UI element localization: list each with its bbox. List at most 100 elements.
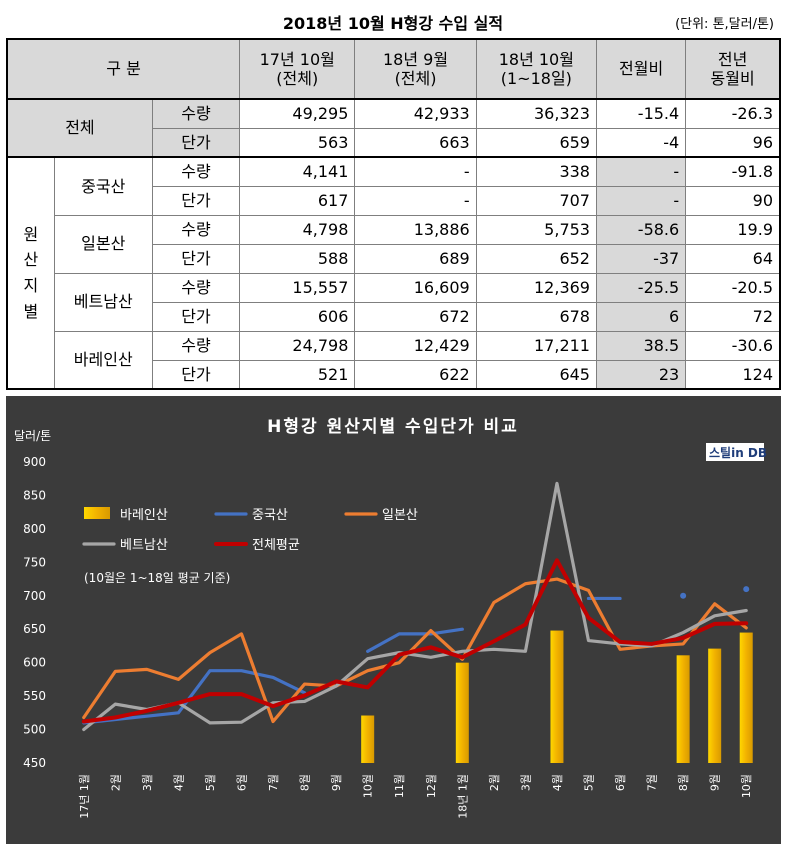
- x-tick-label: 2월: [488, 774, 501, 791]
- header-category: 구 분: [6, 38, 241, 100]
- table-cell: 4,141: [239, 156, 356, 187]
- bar: [361, 715, 375, 763]
- x-tick-label: 8월: [677, 774, 690, 791]
- table-cell: 16,609: [354, 272, 477, 303]
- table-cell: 49,295: [239, 98, 356, 129]
- table-cell: 6: [595, 301, 687, 332]
- table-cell: 622: [354, 359, 477, 390]
- table-cell: 12,369: [475, 272, 597, 303]
- table-cell: 24,798: [239, 330, 356, 361]
- bar: [739, 632, 753, 763]
- x-tick-label: 12월: [425, 774, 438, 798]
- metric-label: 수량: [151, 272, 241, 303]
- table-cell: 36,323: [475, 98, 597, 129]
- x-tick-label: 11월: [393, 774, 406, 798]
- table-cell: 19.9: [685, 214, 781, 245]
- metric-label: 수량: [151, 214, 241, 245]
- origin-name: 베트남산: [53, 272, 153, 332]
- chart-annotation: (10월은 1~18일 평균 기준): [84, 571, 230, 585]
- metric-label: 단가: [151, 185, 241, 216]
- legend-swatch: [84, 507, 110, 519]
- x-tick-label: 6월: [236, 774, 249, 791]
- x-tick-label: 7월: [267, 774, 280, 791]
- x-tick-label: 9월: [330, 774, 343, 791]
- chart-canvas: H형강 원산지별 수입단가 비교 달러/톤 스틸in DB (10월은 1~18…: [6, 396, 781, 844]
- series-line: [81, 558, 749, 724]
- table-cell: 659: [475, 127, 597, 158]
- legend-label: 바레인산: [120, 508, 168, 523]
- table-cell: 15,557: [239, 272, 356, 303]
- table-cell: 663: [354, 127, 477, 158]
- table-cell: 124: [685, 359, 781, 390]
- legend-label: 전체평균: [252, 538, 300, 553]
- watermark-logo: 스틸in DB: [706, 443, 767, 461]
- table-cell: -30.6: [685, 330, 781, 361]
- x-tick-label: 3월: [519, 774, 532, 791]
- series-point: [743, 586, 750, 593]
- table-cell: -: [595, 156, 687, 187]
- table-cell: -20.5: [685, 272, 781, 303]
- metric-label: 단가: [151, 359, 241, 390]
- table-cell: 672: [354, 301, 477, 332]
- line-series: [81, 481, 750, 732]
- origin-name: 중국산: [53, 156, 153, 216]
- table-cell: -15.4: [595, 98, 687, 129]
- series-line: [82, 577, 748, 724]
- x-tick-label: 4월: [551, 774, 564, 791]
- table-cell: -: [595, 185, 687, 216]
- x-tick-label: 10월: [740, 774, 753, 798]
- table-cell: -26.3: [685, 98, 781, 129]
- y-axis: 450 500 550 600 650 700 750 800 850 900: [23, 455, 46, 770]
- table-cell: 4,798: [239, 214, 356, 245]
- table-cell: -4: [595, 127, 687, 158]
- bar-series: [361, 630, 753, 763]
- table-row: 바레인산 수량 24,798 12,429 17,211 38.5 -30.6: [7, 330, 781, 390]
- x-tick-label: 6월: [614, 774, 627, 791]
- x-tick-label: 4월: [172, 774, 185, 791]
- table-cell: 23: [595, 359, 687, 390]
- table-cell: -58.6: [595, 214, 687, 245]
- table-cell: 338: [475, 156, 597, 187]
- table-row: 일본산 수량 4,798 13,886 5,753 -58.6 19.9: [7, 214, 781, 274]
- table-cell: 90: [685, 185, 781, 216]
- price-comparison-chart: H형강 원산지별 수입단가 비교 달러/톤 스틸in DB (10월은 1~18…: [6, 396, 781, 844]
- table-cell: 652: [475, 243, 597, 274]
- bar: [455, 662, 469, 763]
- table-cell: 678: [475, 301, 597, 332]
- y-tick-label: 700: [23, 589, 46, 603]
- x-tick-label: 2월: [109, 774, 122, 791]
- chart-title: H형강 원산지별 수입단가 비교: [267, 416, 519, 437]
- unit-note: (단위: 톤,달러/톤): [675, 17, 774, 32]
- series-point: [680, 592, 687, 599]
- x-tick-label: 7월: [646, 774, 659, 791]
- table-row: 단가 521 622 645 23 124: [7, 359, 781, 390]
- y-tick-label: 450: [23, 756, 46, 770]
- table-cell: 521: [239, 359, 356, 390]
- table-row: 단가 563 663 659 -4 96: [7, 127, 781, 158]
- report-title: 2018년 10월 H형강 수입 실적: [282, 14, 504, 33]
- table-cell: 12,429: [354, 330, 477, 361]
- y-tick-label: 850: [23, 488, 46, 502]
- table-row: 베트남산 수량 15,557 16,609 12,369 -25.5 -20.5: [7, 272, 781, 332]
- bar: [676, 655, 690, 763]
- table-cell: -37: [595, 243, 687, 274]
- table-cell: 5,753: [475, 214, 597, 245]
- table-cell: 64: [685, 243, 781, 274]
- header-col4: 전월비: [595, 38, 687, 100]
- y-tick-label: 550: [23, 689, 46, 703]
- import-stats-table: 구 분 17년 10월 (전체) 18년 9월 (전체) 18년 10월 (1~18일…: [6, 38, 781, 390]
- header-col2: 18년 9월 (전체): [354, 38, 477, 100]
- table-cell: 588: [239, 243, 356, 274]
- metric-label: 단가: [151, 243, 241, 274]
- y-tick-label: 500: [23, 723, 46, 737]
- y-tick-label: 650: [23, 622, 46, 636]
- y-tick-label: 900: [23, 455, 46, 469]
- metric-label: 수량: [151, 330, 241, 361]
- series-line: [82, 669, 307, 725]
- table-cell: 96: [685, 127, 781, 158]
- x-tick-label: 17년 1월: [78, 774, 91, 819]
- x-tick-label: 5월: [583, 774, 596, 791]
- table-row: 전체 수량 49,295 42,933 36,323 -15.4 -26.3: [6, 98, 781, 158]
- series-line: [366, 627, 464, 653]
